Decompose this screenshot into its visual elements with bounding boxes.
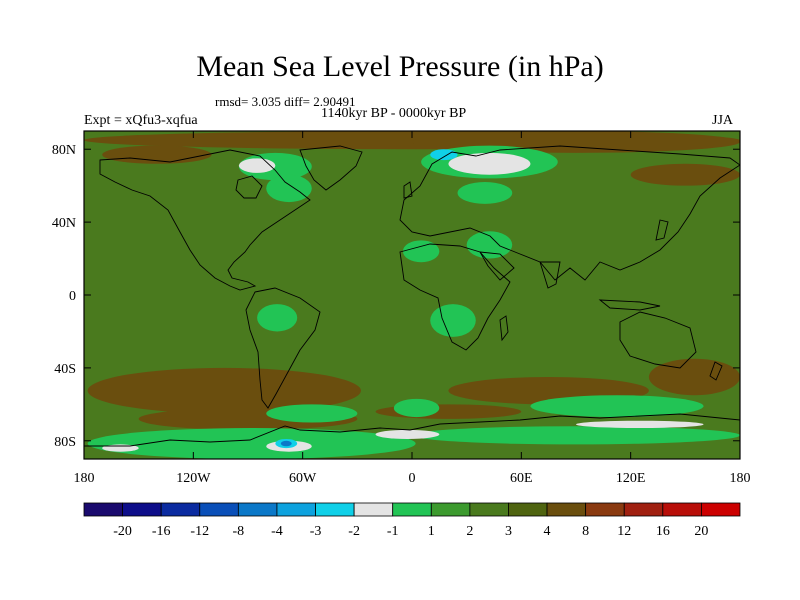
coastlines bbox=[84, 145, 740, 447]
coastline-india bbox=[539, 261, 561, 289]
colorbar-swatch bbox=[276, 502, 316, 517]
latitude-tick-label: 80S bbox=[54, 435, 76, 450]
colorbar-label: -1 bbox=[387, 524, 399, 539]
longitude-tick-label: 180 bbox=[74, 471, 95, 486]
longitude-tick-label: 60E bbox=[510, 471, 533, 486]
coastline-australia bbox=[619, 311, 697, 369]
latitude-tick-label: 40S bbox=[54, 362, 76, 377]
anomaly-region-green2 bbox=[393, 398, 440, 418]
colorbar-label: 8 bbox=[582, 524, 589, 539]
coastline-new-zealand bbox=[709, 361, 723, 381]
anomaly-regions bbox=[84, 131, 740, 459]
anomaly-region-green2 bbox=[266, 174, 312, 203]
map-plot-area bbox=[84, 131, 740, 459]
longitude-tick-label: 180 bbox=[730, 471, 751, 486]
colorbar-label: 2 bbox=[466, 524, 473, 539]
anomaly-region-green2 bbox=[430, 304, 476, 337]
colorbar-labels: -20 -16 -12 -8 -4 -3 -2 -1 1 2 3 4 8 12 16 20 bbox=[113, 524, 708, 539]
latitude-tick-label: 40N bbox=[52, 216, 76, 231]
longitude-tick-label: 0 bbox=[409, 471, 416, 486]
colorbar-label: -12 bbox=[190, 524, 209, 539]
colorbar-swatch bbox=[701, 502, 741, 517]
colorbar-swatch bbox=[392, 502, 432, 517]
coastline-eurasia bbox=[399, 145, 740, 281]
colorbar-label: -8 bbox=[233, 524, 245, 539]
coastline-madagascar bbox=[499, 315, 509, 342]
colorbar-swatch bbox=[546, 502, 587, 517]
colorbar-swatch bbox=[83, 502, 123, 517]
season-label: JJA bbox=[712, 113, 734, 128]
colorbar-swatch bbox=[237, 502, 278, 517]
colorbar-label: -16 bbox=[152, 524, 171, 539]
colorbar-label: -20 bbox=[113, 524, 132, 539]
colorbar-swatch bbox=[508, 502, 548, 517]
longitude-labels: 180 120W 60W 0 60E 120E 180 bbox=[74, 471, 751, 486]
longitude-tick-label: 60W bbox=[289, 471, 317, 486]
colorbar-swatch bbox=[469, 502, 509, 517]
coastline-japan bbox=[655, 219, 669, 241]
anomaly-region-brown bbox=[630, 163, 740, 186]
coastline-indonesia bbox=[598, 299, 661, 311]
colorbar-label: -4 bbox=[271, 524, 283, 539]
coastline-north-america bbox=[99, 149, 311, 291]
colorbar-label: 20 bbox=[694, 524, 708, 539]
colorbar-label: 1 bbox=[428, 524, 435, 539]
anomaly-region-green2 bbox=[87, 428, 416, 459]
colorbar-swatch bbox=[160, 502, 201, 517]
longitude-tick-label: 120W bbox=[176, 471, 211, 486]
map-title: Mean Sea Level Pressure (in hPa) bbox=[196, 50, 604, 83]
colorbar-label: -3 bbox=[310, 524, 322, 539]
anomaly-region-green2 bbox=[402, 240, 440, 263]
colorbar bbox=[83, 502, 741, 517]
colorbar-swatch bbox=[662, 502, 702, 517]
anomaly-region-white bbox=[448, 152, 531, 175]
anomaly-region-white bbox=[576, 420, 704, 429]
anomaly-region-blue bbox=[280, 440, 292, 447]
coastline-greenland bbox=[299, 145, 363, 191]
coastline-hudson-bay bbox=[235, 175, 263, 199]
rmsd-diff-label: rmsd= 3.035 diff= 2.90491 bbox=[215, 94, 356, 109]
anomaly-region-green2 bbox=[457, 182, 513, 204]
coastline-uk bbox=[403, 181, 413, 199]
coastline-arabia bbox=[479, 251, 515, 281]
anomaly-region-brown bbox=[87, 367, 361, 414]
colorbar-label: 12 bbox=[617, 524, 631, 539]
anomaly-region-brown bbox=[648, 358, 740, 396]
anomaly-region-green2 bbox=[530, 395, 704, 418]
colorbar-swatch bbox=[315, 502, 355, 517]
colorbar-swatch bbox=[623, 502, 664, 517]
experiment-label: Expt = xQfu3-xqfua bbox=[84, 113, 198, 128]
latitude-labels: 80N 40N 0 40S 80S bbox=[52, 143, 76, 450]
longitude-tick-label: 120E bbox=[616, 471, 646, 486]
coastline-south-america bbox=[245, 287, 321, 409]
anomaly-region-cyan bbox=[430, 149, 458, 161]
colorbar-swatch bbox=[585, 502, 625, 517]
colorbar-swatch bbox=[353, 502, 394, 517]
anomaly-region-green2 bbox=[266, 404, 358, 423]
latitude-tick-label: 80N bbox=[52, 143, 76, 158]
axis-ticks bbox=[83, 131, 741, 459]
anomaly-region-green2 bbox=[412, 426, 740, 445]
colorbar-label: 16 bbox=[656, 524, 670, 539]
colorbar-swatch bbox=[430, 502, 471, 517]
colorbar-label: -2 bbox=[348, 524, 360, 539]
anomaly-region-green2 bbox=[257, 304, 298, 332]
colorbar-label: 4 bbox=[544, 524, 551, 539]
coastline-antarctica bbox=[84, 413, 740, 447]
colorbar-label: 3 bbox=[505, 524, 512, 539]
latitude-tick-label: 0 bbox=[69, 289, 76, 304]
colorbar-swatch bbox=[122, 502, 162, 517]
coastline-africa bbox=[399, 243, 511, 351]
anomaly-region-white bbox=[375, 429, 440, 439]
colorbar-swatch bbox=[199, 502, 239, 517]
period-label: 1140kyr BP - 0000kyr BP bbox=[321, 106, 467, 121]
